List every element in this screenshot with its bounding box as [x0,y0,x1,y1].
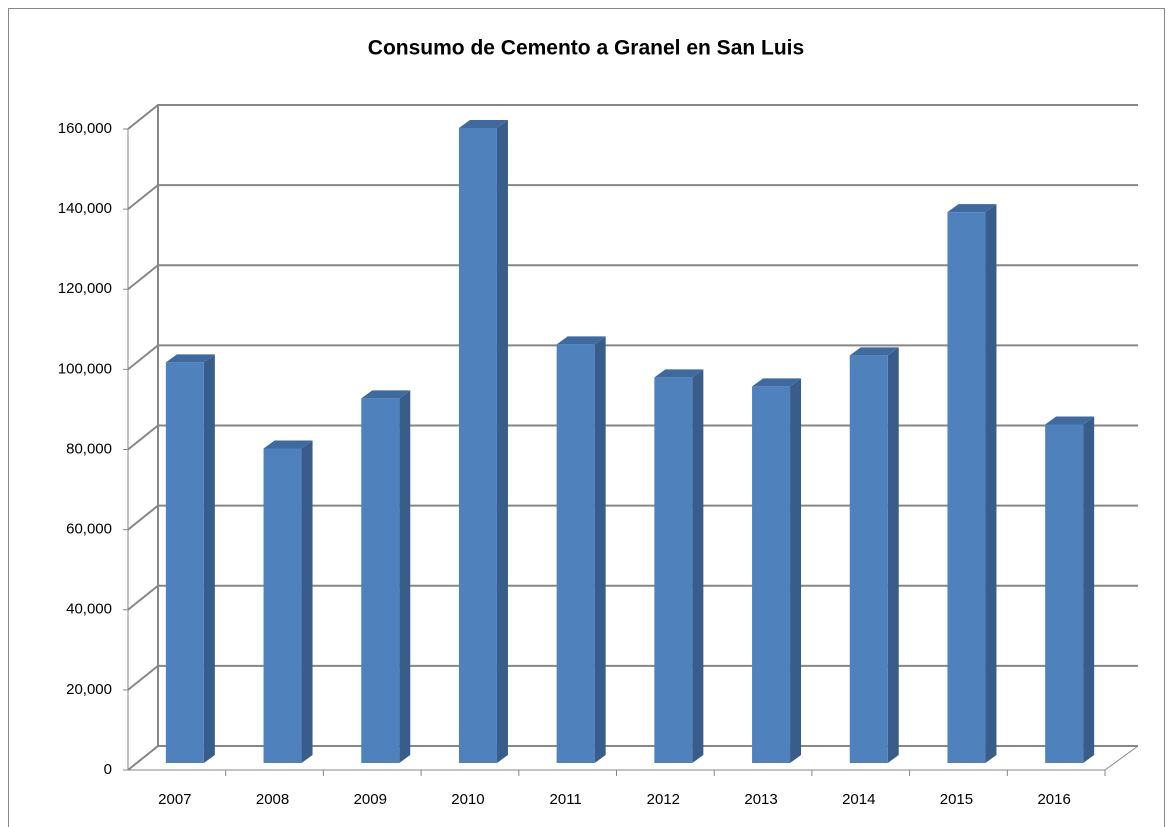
grid-line [127,344,1138,371]
bar-top [165,354,215,363]
y-tick-label: 120,000 [58,280,112,297]
bar [849,347,899,763]
bar-side [594,336,606,763]
bar-side [985,204,997,763]
y-tick-label: 60,000 [66,521,112,538]
bar-side [790,378,802,763]
bar-top [556,336,606,345]
grid-line [127,424,1138,451]
bar-top [361,390,411,399]
y-tick-label: 20,000 [66,681,112,698]
x-tick-label: 2007 [158,791,191,808]
chart-title: Consumo de Cemento a Granel en San Luis [368,37,804,60]
bar [165,354,215,763]
bar-front [361,398,400,763]
bar-front [556,344,595,763]
bar-front [263,448,302,763]
x-tick-label: 2016 [1037,791,1070,808]
bar-front [849,355,888,763]
bar-top [654,369,704,378]
bar-top [752,378,802,387]
bar-top [263,440,313,449]
x-tick-label: 2014 [842,791,875,808]
x-tick-label: 2013 [744,791,777,808]
y-tick-label: 40,000 [66,601,112,618]
bar-side [301,440,313,763]
bar [556,336,606,763]
bar-front [947,212,986,763]
bar [947,204,997,763]
bar-top [849,347,899,356]
bar [1045,416,1095,763]
x-tick-label: 2008 [256,791,289,808]
x-tick-label: 2012 [647,791,680,808]
grid-line [127,745,1138,771]
bar-front [752,386,791,763]
x-tick-label: 2011 [550,791,582,808]
bar-top [947,204,997,213]
bar-front [1045,424,1084,763]
grid-line [127,264,1138,291]
y-tick-label: 80,000 [66,440,112,457]
bar [654,369,704,763]
bar-top [458,120,508,129]
bar-side [496,120,508,763]
grid-line [127,504,1138,531]
y-tick-label: 140,000 [58,200,112,217]
bar-side [1083,416,1095,763]
bar-front [654,377,693,763]
bar-side [887,347,899,763]
bar-front [165,362,204,763]
x-tick-label: 2015 [940,791,973,808]
y-tick-label: 0 [104,761,112,778]
bar-side [692,369,704,763]
bar [458,120,508,763]
bar [752,378,802,763]
floor-edge [1104,745,1139,771]
x-tick-label: 2009 [354,791,387,808]
bar-side [203,354,215,763]
grid-line [127,104,1138,130]
bar-top [1045,416,1095,425]
y-tick-label: 100,000 [58,360,112,377]
bar [263,440,313,763]
bar-front [458,128,497,763]
y-tick-label: 160,000 [58,120,112,137]
x-tick-label: 2010 [451,791,484,808]
grid-line [127,584,1138,611]
grid-line [127,664,1138,691]
bar [361,390,411,763]
grid-line [127,184,1138,210]
bar-side [399,390,411,763]
